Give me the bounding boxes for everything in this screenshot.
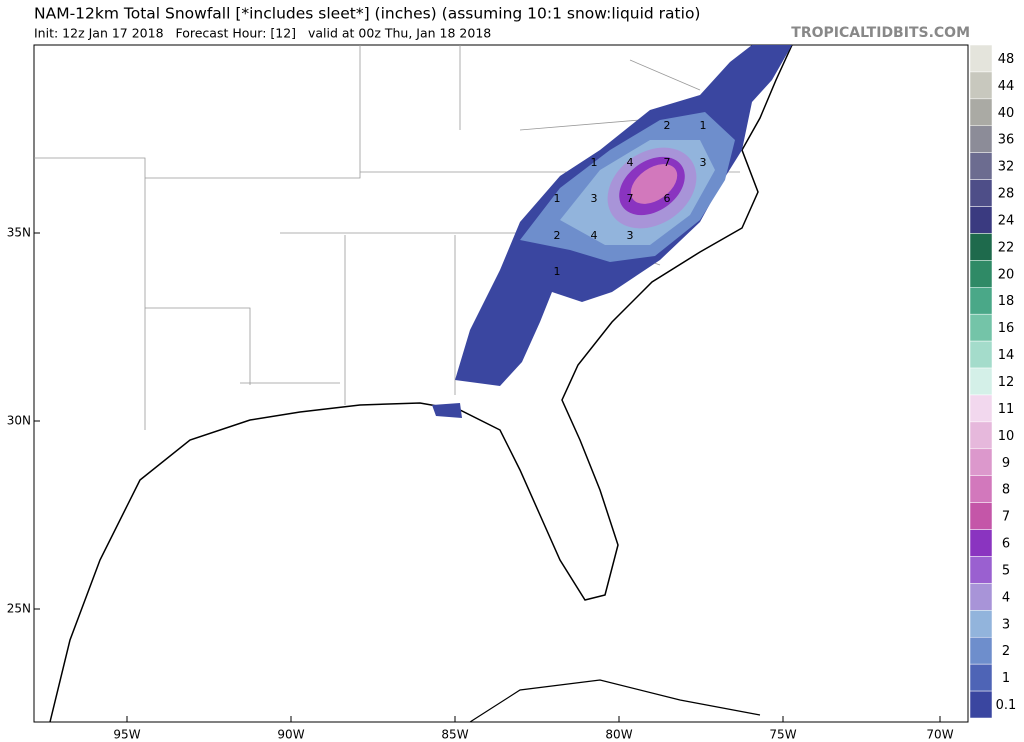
snowfall: [432, 45, 792, 418]
legend-swatch: [969, 260, 993, 288]
contour-label: 6: [664, 192, 671, 205]
lon-label: 70W: [926, 728, 953, 742]
legend-swatch: [969, 71, 993, 100]
legend-label: 4: [1002, 590, 1010, 605]
legend-label: 40: [998, 106, 1015, 121]
map-title: NAM-12km Total Snowfall [*includes sleet…: [34, 5, 700, 23]
legend-label: 16: [998, 321, 1015, 336]
legend-label: 6: [1002, 537, 1010, 552]
coastline: [49, 44, 793, 723]
legend-swatch: [969, 610, 993, 638]
legend-swatch: [969, 690, 993, 719]
legend-swatch: [969, 313, 993, 342]
legend-label: 20: [998, 267, 1015, 282]
contour-label: 4: [591, 229, 598, 242]
source-label: TROPICALTIDBITS.COM: [791, 25, 970, 41]
legend-label: 1: [1002, 671, 1010, 686]
legend-label: 11: [998, 402, 1015, 417]
contour-label: 7: [664, 156, 671, 169]
legend-swatch: [969, 502, 993, 530]
lat-label: 30N: [7, 414, 31, 428]
legend-label: 18: [998, 294, 1015, 309]
legend-swatch: [969, 663, 993, 692]
lon-label: 75W: [769, 728, 796, 742]
contour-label: 1: [554, 265, 561, 278]
legend-swatch: [969, 529, 993, 557]
legend-swatch: [969, 367, 993, 396]
contour-label: 4: [627, 156, 634, 169]
legend-label: 12: [998, 375, 1015, 390]
legend-swatch: [969, 287, 993, 315]
legend-swatch: [969, 179, 993, 207]
legend-label: 28: [998, 187, 1015, 202]
legend-label: 7: [1002, 510, 1010, 525]
legend-label: 3: [1002, 617, 1010, 632]
lon-label: 85W: [441, 728, 468, 742]
legend-swatch: [969, 233, 993, 261]
contour-label: 1: [554, 192, 561, 205]
legend-swatch: [969, 44, 993, 73]
legend-label: 22: [998, 240, 1015, 255]
legend-swatch: [969, 125, 993, 153]
legend-label: 10: [998, 429, 1015, 444]
lat-label: 25N: [7, 602, 31, 616]
legend-swatch: [969, 583, 993, 611]
legend-label: 9: [1002, 456, 1010, 471]
legend-swatch: [969, 448, 993, 476]
lon-label: 90W: [277, 728, 304, 742]
legend-swatch: [969, 636, 993, 665]
legend-swatch: [969, 98, 993, 127]
legend-label: 5: [1002, 563, 1010, 578]
legend-label: 2: [1002, 644, 1010, 659]
map-subtitle: Init: 12z Jan 17 2018 Forecast Hour: [12…: [34, 26, 491, 41]
contour-label: 2: [664, 119, 671, 132]
contour-label: 1: [591, 156, 598, 169]
lon-label: 80W: [605, 728, 632, 742]
contour-label: 3: [700, 156, 707, 169]
legend-swatch: [969, 206, 993, 234]
contour-label: 3: [627, 229, 634, 242]
legend-swatch: [969, 475, 993, 503]
contour-label: 3: [591, 192, 598, 205]
legend-swatch: [969, 556, 993, 584]
legend-label: 32: [998, 160, 1015, 175]
legend-swatch: [969, 152, 993, 180]
lat-label: 35N: [7, 226, 31, 240]
contour-label: 1: [700, 119, 707, 132]
legend-label: 0.1: [996, 698, 1017, 713]
legend-label: 24: [998, 213, 1015, 228]
lon-label: 95W: [113, 728, 140, 742]
cuba-coast: [469, 679, 761, 723]
legend-label: 44: [998, 79, 1015, 94]
legend-label: 14: [998, 348, 1015, 363]
legend-swatch: [969, 421, 993, 450]
legend-label: 36: [998, 133, 1015, 148]
contour-label: 7: [627, 192, 634, 205]
legend-swatch: [969, 340, 993, 369]
contour-label: 2: [554, 229, 561, 242]
legend-label: 8: [1002, 483, 1010, 498]
legend-swatch: [969, 394, 993, 423]
legend-label: 48: [998, 52, 1015, 67]
